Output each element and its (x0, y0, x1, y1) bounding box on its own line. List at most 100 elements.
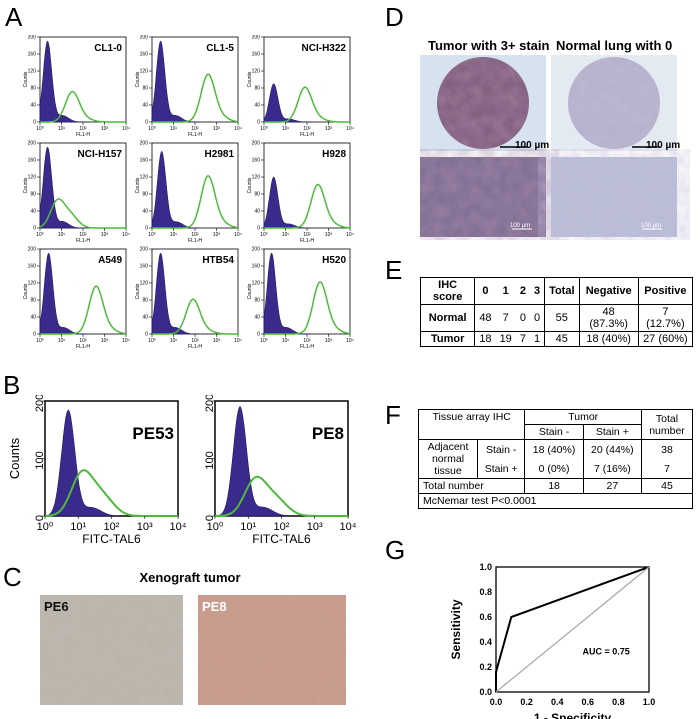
sample-name: HTB54 (202, 255, 234, 266)
ihc-header-positive: Positive (637, 277, 694, 305)
y-tick-label: 200 (252, 141, 261, 147)
y-tick-label: 40 (254, 209, 260, 215)
x-tick-label: 10² (303, 338, 311, 344)
scale-text-normal: 100 µm (646, 140, 681, 151)
y-tick-label: 40 (30, 103, 36, 109)
antibody-histogram-line (39, 198, 126, 229)
y-tick-label: 80 (254, 298, 260, 304)
roc-y-axis-label: Sensitivity (449, 599, 463, 659)
x-tick-label: 10² (191, 338, 199, 344)
panel-letter-c: C (3, 562, 22, 592)
x-tick-label: 10⁴ (122, 126, 130, 132)
cell-value: 27 (582, 478, 643, 494)
ihc-cell: 7 (495, 304, 516, 332)
y-tick-label: 100 (204, 451, 216, 469)
x-axis-label: FL1-H (300, 344, 314, 350)
roc-y-tick-label: 0.2 (479, 662, 492, 672)
y-tick-label: 120 (140, 281, 149, 287)
y-tick-label: 120 (140, 175, 149, 181)
xenograft-label-pe6: PE6 (44, 599, 69, 614)
ihc-header-row: IHC score 0 1 2 3 Total Negative Positiv… (419, 277, 694, 305)
ihc-cell: 18 (40%) (578, 331, 639, 347)
x-tick-label: 10⁴ (346, 232, 354, 238)
x-tick-label: 10¹ (170, 232, 178, 238)
x-tick-label: 10⁴ (234, 126, 242, 132)
x-tick-label: 10¹ (282, 232, 290, 238)
control-histogram-fill (44, 409, 119, 517)
y-tick-label: 0 (145, 332, 148, 338)
y-tick-label: 160 (140, 264, 149, 270)
x-tick-label: 10³ (101, 232, 109, 238)
cell-value: 38 (641, 439, 693, 459)
y-axis-label: Counts (23, 283, 29, 299)
antibody-histogram-line (264, 86, 350, 123)
tumor-stain-minus-header: Stain - (524, 424, 584, 440)
y-tick-label: 160 (252, 52, 261, 58)
control-histogram-fill (214, 406, 289, 517)
y-tick-label: 160 (252, 158, 261, 164)
x-tick-label: 10⁴ (234, 232, 242, 238)
x-tick-label: 10¹ (58, 126, 66, 132)
roc-y-tick-label: 1.0 (479, 562, 492, 572)
x-tick-label: 10¹ (282, 338, 290, 344)
y-tick-label: 100 (34, 451, 46, 469)
sample-name: H2981 (205, 149, 235, 160)
y-axis-label: Counts (135, 283, 141, 299)
y-tick-label: 80 (142, 298, 148, 304)
x-tick-label: 10⁴ (340, 521, 357, 533)
antibody-histogram-line (40, 90, 126, 123)
x-tick-label: 10⁰ (260, 232, 268, 238)
y-tick-label: 200 (28, 35, 37, 41)
y-tick-label: 0 (145, 120, 148, 126)
ihc-row-label: Normal (419, 304, 476, 332)
cell-value: 18 (524, 478, 584, 494)
roc-x-tick-label: 0.2 (520, 697, 533, 707)
roc-x-tick-label: 0.0 (490, 697, 503, 707)
y-tick-label: 160 (28, 52, 37, 58)
antibody-histogram-line (152, 73, 239, 123)
y-tick-label: 120 (28, 175, 37, 181)
x-tick-label: 10² (274, 521, 290, 533)
antibody-histogram-line (214, 475, 348, 517)
panel-letter-f: F (385, 400, 401, 430)
x-tick-label: 10² (191, 232, 199, 238)
roc-y-tick-label: 0.0 (479, 687, 492, 697)
y-tick-label: 80 (30, 86, 36, 92)
y-tick-label: 160 (140, 158, 149, 164)
x-axis-label: FL1-H (76, 344, 90, 350)
x-tick-label: 10² (79, 232, 87, 238)
x-tick-label: 10² (303, 232, 311, 238)
x-axis-label: FL1-H (300, 238, 314, 244)
control-histogram-fill (151, 252, 200, 335)
roc-auc-annotation: AUC = 0.75 (583, 647, 630, 657)
x-tick-label: 10⁰ (36, 126, 44, 132)
y-tick-label: 200 (252, 35, 261, 41)
antibody-histogram-line (264, 280, 351, 335)
cell-value: 7 (641, 459, 693, 479)
control-histogram-fill (263, 83, 312, 123)
panel-letter-e: E (385, 255, 403, 285)
y-tick-label: 80 (142, 86, 148, 92)
x-axis-label: FL1-H (188, 238, 202, 244)
roc-x-tick-label: 0.4 (551, 697, 564, 707)
xenograft-title: Xenograft tumor (139, 570, 241, 585)
x-tick-label: 10¹ (70, 521, 86, 533)
antibody-histogram-line (40, 285, 127, 335)
y-tick-label: 40 (142, 209, 148, 215)
total-number-header: Total number (641, 409, 693, 440)
y-tick-label: 80 (142, 192, 148, 198)
ihc-cell: 0 (515, 304, 530, 332)
xenograft-label-pe8: PE8 (202, 599, 227, 614)
x-tick-label: 10¹ (240, 521, 256, 533)
ihc-row-tumor: Tumor 18 19 7 1 45 18 (40%) 27 (60%) (419, 331, 694, 347)
x-tick-label: 10⁰ (207, 521, 224, 533)
y-tick-label: 200 (28, 141, 37, 147)
sample-name: A549 (98, 255, 122, 266)
roc-x-axis-label: 1 - Specificity (534, 711, 612, 719)
adjacent-normal-label: Adjacent normal tissue (418, 439, 478, 479)
cell-value: 18 (40%) (524, 439, 584, 459)
y-tick-label: 120 (252, 281, 261, 287)
